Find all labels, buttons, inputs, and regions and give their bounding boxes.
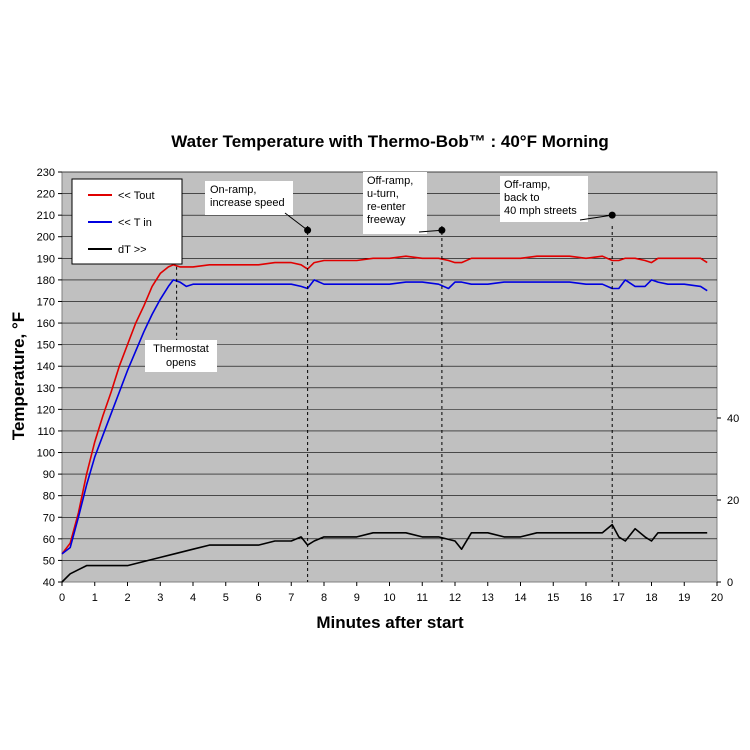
y-axis-label: Temperature, °F (9, 312, 28, 440)
y-tick-label-19: 230 (37, 167, 55, 179)
y-tick-label-0: 40 (43, 577, 55, 589)
x-tick-label-19: 19 (678, 592, 690, 604)
y-tick-label-10: 140 (37, 361, 55, 373)
x-tick-label-14: 14 (514, 592, 526, 604)
y-tick-label-1: 50 (43, 555, 55, 567)
x-tick-label-17: 17 (613, 592, 625, 604)
on-ramp-label-line: increase speed (210, 197, 285, 209)
x-axis-ticks: 0 1 2 3 4 5 6 7 8 9 10 11 12 13 14 15 16 17 18 19 20 (59, 582, 723, 604)
x-tick-label-11: 11 (417, 592, 428, 604)
y-tick-label-7: 110 (37, 426, 55, 438)
x-tick-label-0: 0 (59, 592, 65, 604)
x-tick-label-20: 20 (711, 592, 723, 604)
x-tick-label-10: 10 (383, 592, 395, 604)
x-tick-label-13: 13 (482, 592, 494, 604)
y-tick-label-2: 60 (43, 534, 55, 546)
off-ramp-streets-label-line: Off-ramp, (504, 179, 550, 191)
x-tick-label-1: 1 (92, 592, 98, 604)
chart-title: Water Temperature with Thermo-Bob™ : 40°… (171, 132, 608, 151)
dt-series-line (61, 523, 708, 583)
y-tick-label-9: 130 (37, 383, 55, 395)
legend-label-0: << Tout (118, 190, 155, 202)
y-tick-label-8: 120 (37, 404, 55, 416)
off-ramp-uturn-label-line: Off-ramp, (367, 175, 413, 187)
off-ramp-uturn-pointer-dot (438, 226, 446, 234)
on-ramp-pointer-dot (304, 226, 312, 234)
y-tick-label-17: 210 (37, 210, 55, 222)
y2-tick-label-2: 40 (727, 413, 739, 425)
legend: << Tout << T in dT >> (71, 178, 183, 265)
y-tick-label-13: 170 (37, 296, 55, 308)
y-tick-label-11: 150 (37, 340, 55, 352)
y-tick-label-16: 200 (37, 232, 55, 244)
y-tick-label-12: 160 (37, 318, 55, 330)
off-ramp-streets-label-line: 40 mph streets (504, 205, 577, 217)
off-ramp-uturn-label-line: freeway (367, 214, 406, 226)
y2-tick-label-0: 0 (727, 577, 733, 589)
y-tick-label-5: 90 (43, 469, 55, 481)
annotations: Thermostat opens On-ramp,increase speed Off… (145, 172, 616, 582)
off-ramp-uturn-label-line: u-turn, (367, 188, 399, 200)
x-tick-label-9: 9 (354, 592, 360, 604)
off-ramp-uturn-pointer-line (418, 229, 442, 233)
y-axis-ticks: 40 50 60 70 80 90 100 110 120 130 140 150 160 170 180 1… (37, 167, 62, 589)
x-tick-label-12: 12 (449, 592, 461, 604)
tin-series-line (61, 279, 708, 555)
y-tick-label-14: 180 (37, 275, 55, 287)
on-ramp-pointer-line (284, 212, 308, 231)
y2-tick-label-1: 20 (727, 495, 739, 507)
x-tick-label-7: 7 (288, 592, 294, 604)
y2-axis-ticks: 0 20 40 (717, 413, 739, 589)
off-ramp-streets-pointer-line (579, 214, 613, 221)
legend-label-1: << T in (118, 217, 152, 229)
x-tick-label-15: 15 (547, 592, 559, 604)
off-ramp-uturn-label-line: re-enter (367, 201, 406, 213)
y-tick-label-4: 80 (43, 491, 55, 503)
x-axis-label: Minutes after start (316, 613, 464, 632)
x-tick-label-18: 18 (645, 592, 657, 604)
x-tick-label-2: 2 (124, 592, 130, 604)
y-tick-label-3: 70 (43, 512, 55, 524)
off-ramp-streets-pointer-dot (608, 211, 616, 219)
thermostat-label-line: opens (166, 357, 196, 369)
y-tick-label-18: 220 (37, 189, 55, 201)
series-lines (61, 255, 708, 583)
on-ramp-label-box (205, 181, 293, 215)
x-tick-label-3: 3 (157, 592, 163, 604)
on-ramp-label-line: On-ramp, (210, 184, 256, 196)
thermostat-label-line: Thermostat (153, 343, 209, 355)
off-ramp-uturn-label-box (363, 172, 427, 234)
tout-series-line (61, 255, 708, 555)
x-tick-label-6: 6 (255, 592, 261, 604)
x-tick-label-5: 5 (223, 592, 229, 604)
off-ramp-streets-label-line: back to (504, 192, 539, 204)
x-tick-label-8: 8 (321, 592, 327, 604)
y-tick-label-15: 190 (37, 253, 55, 265)
y-tick-label-6: 100 (37, 448, 55, 460)
x-tick-label-16: 16 (580, 592, 592, 604)
legend-label-2: dT >> (118, 244, 147, 256)
off-ramp-streets-label-box (500, 176, 588, 222)
x-tick-label-4: 4 (190, 592, 196, 604)
thermostat-label-box (145, 340, 217, 372)
